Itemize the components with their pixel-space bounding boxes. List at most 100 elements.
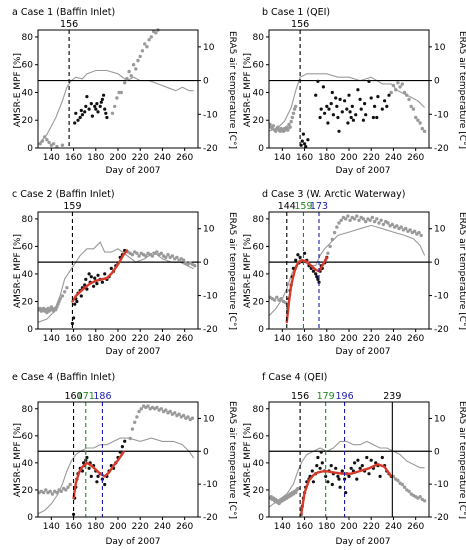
mpf-gray-point [140, 49, 145, 53]
mpf-black-point [356, 88, 360, 92]
mpf-gray-point [402, 90, 407, 95]
mpf-gray-point [330, 237, 334, 242]
mpf-gray-point [135, 251, 139, 255]
mpf-black-point [94, 107, 98, 111]
y-right-tick-label: 0 [203, 258, 209, 268]
y-left-tick-label: 20 [22, 486, 34, 496]
mpf-black-point [79, 294, 83, 298]
mpf-black-point [343, 99, 347, 103]
panel-c-title: c Case 2 (Baffin Inlet) [12, 189, 115, 200]
mpf-gray-point [357, 218, 361, 222]
x-tick-label: 180 [318, 334, 335, 344]
mpf-black-point [336, 115, 340, 120]
air-temperature-line [268, 224, 426, 316]
mpf-black-point [323, 111, 327, 115]
x-tick-label: 180 [87, 153, 104, 163]
event-label-171: 171 [77, 391, 95, 402]
mpf-black-point [356, 458, 360, 462]
mpf-gray-point [292, 107, 297, 111]
mpf-black-point [325, 104, 329, 108]
mpf-black-point [103, 482, 107, 487]
mpf-black-point [95, 282, 99, 286]
mpf-black-point [102, 93, 106, 97]
mpf-gray-point [290, 115, 294, 120]
mpf-black-point [103, 107, 107, 111]
mpf-gray-point [372, 219, 377, 224]
mpf-black-point [348, 110, 352, 114]
y-right-tick-label: -10 [203, 110, 218, 120]
mpf-gray-point [404, 226, 408, 231]
y-right-tick-label: 10 [434, 414, 446, 424]
mpf-black-point [375, 115, 379, 120]
mpf-gray-point [137, 254, 141, 258]
mpf-gray-point [40, 139, 45, 143]
mpf-black-point [351, 118, 355, 122]
x-tick-label: 260 [407, 522, 424, 532]
mpf-black-point [73, 121, 77, 125]
mpf-black-point [334, 466, 338, 470]
mpf-gray-point [422, 499, 427, 503]
mpf-black-point [320, 461, 324, 465]
mpf-black-point [365, 455, 369, 460]
mpf-black-point [90, 114, 94, 118]
y-right-tick-label: -10 [434, 292, 449, 302]
x-tick-label: 260 [407, 153, 424, 163]
mpf-gray-point [287, 122, 291, 127]
mpf-gray-point [138, 54, 142, 59]
mpf-gray-point [417, 230, 421, 235]
mpf-black-point [104, 111, 108, 115]
x-tick-label: 140 [274, 334, 291, 344]
mpf-black-point [311, 480, 315, 484]
mpf-black-point [306, 138, 310, 142]
mpf-gray-point [398, 85, 402, 89]
y-left-tick-label: 0 [258, 325, 264, 335]
y-left-tick-label: 20 [22, 116, 34, 126]
panel-b-title: b Case 1 (QEI) [262, 7, 330, 18]
mpf-black-point [103, 272, 107, 276]
mpf-gray-point [127, 69, 131, 74]
y-right-tick-label: 10 [434, 43, 446, 53]
mpf-black-point [294, 258, 298, 262]
mpf-gray-point [44, 488, 48, 492]
x-tick-label: 140 [43, 153, 60, 163]
panel-f-y-left-label: AMSR-E MPF [%] [243, 423, 253, 497]
mpf-gray-point [279, 297, 283, 301]
event-label-160: 160 [64, 391, 82, 402]
x-tick-label: 200 [340, 153, 357, 163]
mpf-gray-point [159, 251, 163, 255]
mpf-gray-point [128, 436, 132, 441]
mpf-black-point [346, 121, 350, 125]
y-left-tick-label: 0 [27, 513, 33, 523]
mpf-gray-point [64, 488, 68, 492]
mpf-gray-point [344, 217, 348, 221]
mpf-gray-point [335, 225, 339, 229]
panel-c: c Case 2 (Baffin Inlet) AMSR-E MPF [%] E… [12, 189, 237, 357]
mpf-gray-point [133, 420, 137, 424]
mpf-black-point [334, 96, 338, 100]
mpf-gray-point [190, 416, 195, 420]
mpf-black-point [324, 474, 328, 478]
mpf-gray-point [119, 90, 124, 95]
x-tick-label: 200 [109, 522, 126, 532]
mpf-gray-point [130, 253, 135, 257]
mpf-gray-point [294, 104, 298, 109]
mpf-gray-point [289, 119, 293, 124]
mpf-black-point [363, 102, 367, 106]
mpf-gray-point [129, 74, 133, 78]
x-tick-label: 140 [43, 334, 60, 344]
mpf-gray-point [375, 217, 379, 221]
mpf-gray-point [416, 118, 420, 122]
mpf-black-point [326, 480, 330, 484]
mpf-black-point [87, 466, 91, 470]
mpf-black-point [360, 464, 364, 468]
mpf-black-point [78, 115, 82, 120]
mpf-gray-point [352, 217, 357, 221]
mpf-black-point [79, 108, 83, 113]
mpf-gray-point [59, 489, 63, 493]
x-tick-label: 240 [154, 153, 171, 163]
x-tick-label: 160 [296, 334, 313, 344]
mpf-gray-point [294, 490, 298, 495]
mpf-gray-point [418, 121, 422, 125]
mpf-black-point [92, 284, 96, 288]
panel-e: e Case 4 (Baffin Inlet) AMSR-E MPF [%] E… [12, 372, 237, 547]
